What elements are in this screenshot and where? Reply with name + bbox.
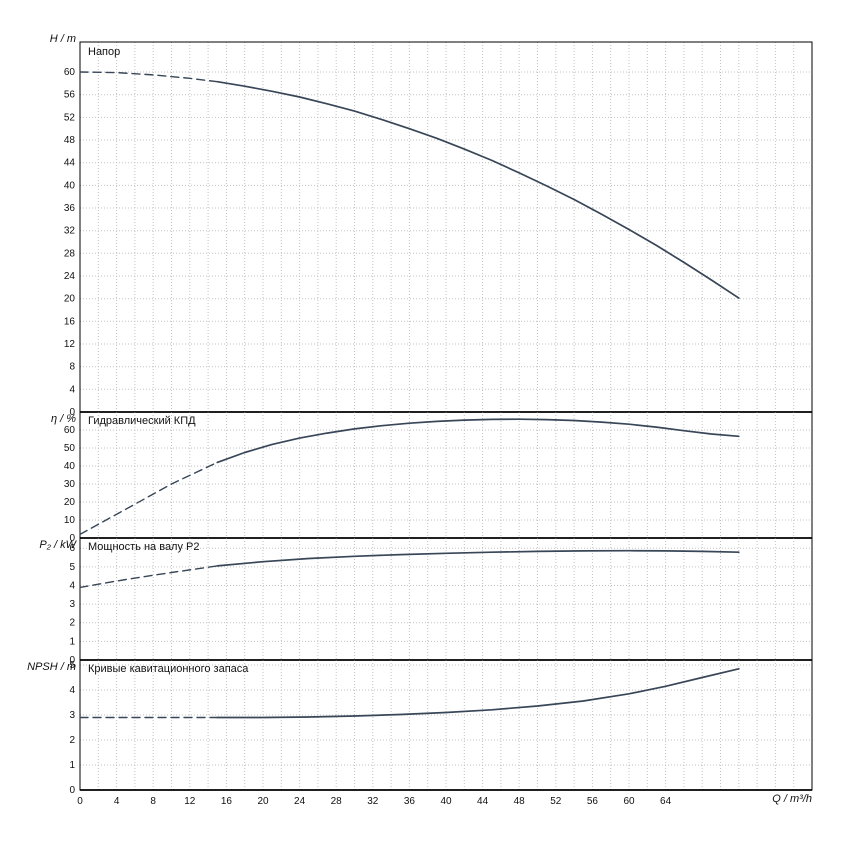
x-tick-label: 16: [221, 796, 233, 807]
x-tick-label: 36: [404, 796, 416, 807]
y-tick-label: 56: [64, 90, 76, 101]
y-tick-label: 8: [69, 362, 75, 373]
y-tick-label: 60: [64, 67, 76, 78]
y-tick-label: 36: [64, 203, 76, 214]
curve-head-extrapolated: [79, 71, 218, 83]
y-tick-label: 5: [69, 562, 75, 573]
x-tick-label: 0: [77, 796, 83, 807]
curve-efficiency: [216, 418, 740, 464]
y-tick-label: 0: [69, 655, 75, 666]
x-tick-label: 56: [587, 796, 599, 807]
y-tick-label: 2: [69, 618, 75, 629]
x-tick-label: 52: [550, 796, 562, 807]
x-tick-label: 48: [514, 796, 526, 807]
y-tick-label: 50: [64, 443, 76, 454]
y-tick-label: 2: [69, 735, 75, 746]
x-tick-label: 44: [477, 796, 489, 807]
curve-shaft-power-extrapolated: [79, 565, 218, 589]
x-tick-label: 32: [367, 796, 379, 807]
x-tick-label: 64: [660, 796, 672, 807]
y-tick-label: 48: [64, 135, 76, 146]
panel-title-npsh: Кривые кавитационного запаса: [88, 663, 249, 675]
y-tick-label: 3: [69, 599, 75, 610]
y-tick-label: 40: [64, 180, 76, 191]
y-tick-label: 16: [64, 316, 76, 327]
x-tick-label: 28: [331, 796, 343, 807]
panel-border: [79, 659, 813, 791]
y-tick-label: 6: [69, 543, 75, 554]
y-axis-label-npsh: NPSH / m: [27, 661, 76, 673]
curve-npsh: [216, 667, 740, 719]
y-tick-label: 1: [69, 760, 75, 771]
curve-head: [216, 80, 740, 299]
y-axis-label-efficiency: η / %: [50, 413, 76, 425]
y-tick-label: 20: [64, 294, 76, 305]
x-tick-label: 12: [184, 796, 196, 807]
x-axis-label: Q / m³/h: [772, 793, 812, 805]
x-tick-label: 4: [114, 796, 120, 807]
y-tick-label: 12: [64, 339, 76, 350]
x-tick-label: 24: [294, 796, 306, 807]
y-axis-label-head: H / m: [49, 33, 76, 45]
x-tick-label: 40: [440, 796, 452, 807]
y-tick-label: 40: [64, 461, 76, 472]
y-tick-label: 4: [69, 581, 75, 592]
x-tick-label: 8: [150, 796, 156, 807]
y-tick-label: 30: [64, 479, 76, 490]
y-tick-label: 4: [69, 384, 75, 395]
y-axis-label-shaft-power: P₂ / kW: [39, 539, 76, 551]
y-tick-label: 5: [69, 660, 75, 671]
y-tick-label: 60: [64, 425, 76, 436]
y-tick-label: 3: [69, 710, 75, 721]
panel-title-head: Напор: [88, 46, 121, 58]
curve-shaft-power: [216, 549, 740, 567]
panel-title-efficiency: Гидравлический КПД: [88, 415, 196, 427]
panel-border: [79, 41, 813, 413]
y-tick-label: 0: [69, 407, 75, 418]
panel-title-shaft-power: Мощность на валу P2: [88, 541, 200, 553]
y-tick-label: 1: [69, 636, 75, 647]
x-tick-label: 20: [257, 796, 269, 807]
y-tick-label: 28: [64, 248, 76, 259]
y-tick-label: 10: [64, 515, 76, 526]
y-tick-label: 20: [64, 497, 76, 508]
y-tick-label: 0: [69, 533, 75, 544]
y-tick-label: 32: [64, 226, 76, 237]
x-tick-label: 60: [623, 796, 635, 807]
y-tick-label: 0: [69, 785, 75, 796]
y-tick-label: 4: [69, 685, 75, 696]
y-tick-label: 52: [64, 112, 76, 123]
y-tick-label: 44: [64, 158, 76, 169]
curve-efficiency-extrapolated: [79, 461, 218, 536]
y-tick-label: 24: [64, 271, 76, 282]
